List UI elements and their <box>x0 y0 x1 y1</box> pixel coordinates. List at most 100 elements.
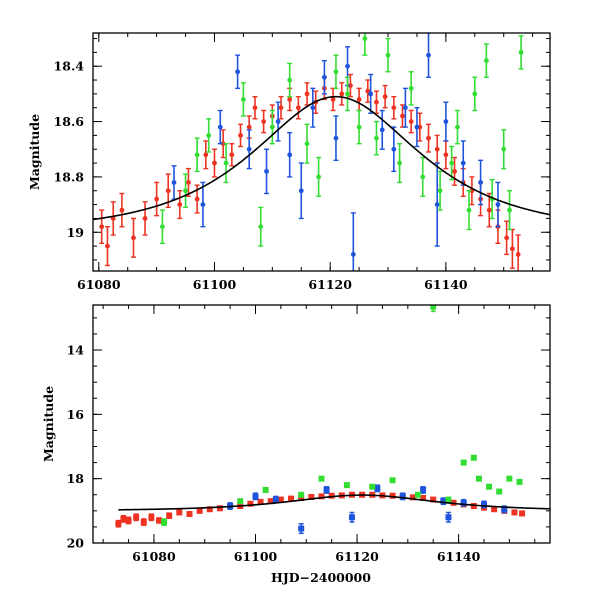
data-point <box>235 69 241 75</box>
data-point <box>318 493 325 500</box>
data-point <box>434 146 440 152</box>
data-point <box>516 478 523 485</box>
data-point <box>295 105 301 111</box>
data-point <box>203 152 209 158</box>
data-point <box>125 517 132 524</box>
data-point <box>278 105 284 111</box>
x-tick-label: 61140 <box>437 549 481 564</box>
data-point <box>495 202 501 207</box>
data-point <box>272 496 279 503</box>
data-point <box>483 58 489 64</box>
top-y-axis-label: Magnitude <box>27 114 42 190</box>
bottom-x-axis-label: HJD−2400000 <box>271 570 371 585</box>
data-point <box>399 493 406 500</box>
bottom-plot-area <box>115 305 550 535</box>
bottom-lightcurve-panel: 61080 61100 61120 61140 14 16 18 20 Magnitude H… <box>41 304 551 585</box>
data-point <box>391 105 397 111</box>
data-point <box>131 235 136 241</box>
data-point <box>491 506 498 513</box>
data-point <box>288 495 295 502</box>
y-tick-label: 18.8 <box>54 169 85 184</box>
y-tick-label: 18 <box>67 471 85 486</box>
data-point <box>316 174 322 180</box>
data-point <box>402 105 408 111</box>
data-point <box>140 519 147 526</box>
data-point <box>310 105 316 111</box>
data-point <box>206 132 212 138</box>
data-point <box>414 491 421 498</box>
data-point <box>452 168 457 174</box>
data-point <box>298 491 305 498</box>
data-point <box>321 74 327 80</box>
x-tick-label: 61080 <box>77 277 121 292</box>
data-point <box>430 305 437 310</box>
series-green <box>161 305 523 527</box>
data-point <box>176 509 183 516</box>
data-point <box>212 160 217 166</box>
data-point <box>408 119 414 124</box>
top-lightcurve-panel: 61080 61100 61120 61140 18.4 18.6 18.8 19 Magni… <box>27 32 551 292</box>
model-fit-curve <box>93 95 550 221</box>
x-tick-label: 61100 <box>234 549 278 564</box>
data-point <box>287 97 293 102</box>
data-point <box>519 510 526 517</box>
data-point <box>391 146 397 152</box>
data-point <box>165 188 171 194</box>
data-point <box>194 196 200 202</box>
data-point <box>389 477 396 484</box>
data-point <box>241 97 246 102</box>
x-tick-label: 61080 <box>132 549 176 564</box>
data-point <box>374 485 381 492</box>
data-point <box>252 493 259 500</box>
data-point <box>115 520 122 527</box>
data-point <box>333 135 339 141</box>
data-point <box>501 506 508 513</box>
data-point <box>434 202 440 207</box>
data-point <box>275 119 281 124</box>
data-point <box>426 135 431 141</box>
data-point <box>356 124 362 130</box>
data-point <box>437 188 443 194</box>
data-point <box>460 160 466 166</box>
data-point <box>247 500 254 507</box>
data-point <box>426 52 431 58</box>
data-point <box>420 494 427 501</box>
data-point <box>478 180 483 185</box>
data-point <box>348 83 353 88</box>
data-point <box>511 509 518 516</box>
data-point <box>287 77 293 83</box>
data-point <box>356 97 362 102</box>
y-tick-label: 18.4 <box>54 59 85 74</box>
data-point <box>470 503 477 510</box>
data-point <box>460 499 467 506</box>
data-point <box>443 152 449 158</box>
data-point <box>217 124 223 130</box>
data-point <box>475 475 482 482</box>
data-point <box>196 507 203 514</box>
data-point <box>343 482 350 489</box>
data-point <box>206 506 213 513</box>
y-tick-label: 18.6 <box>54 114 85 129</box>
x-tick-label: 61120 <box>335 549 379 564</box>
data-point <box>328 492 335 499</box>
top-axis-ticks: 61080 61100 61120 61140 18.4 18.6 18.8 19 <box>54 33 550 292</box>
data-point <box>148 514 155 521</box>
data-point <box>237 498 244 505</box>
data-point <box>252 105 258 111</box>
data-point <box>142 216 148 221</box>
data-point <box>368 91 374 97</box>
data-point <box>277 496 284 503</box>
data-point <box>472 91 478 97</box>
top-plot-area <box>93 33 550 271</box>
data-point <box>154 196 160 202</box>
data-point <box>409 494 416 501</box>
model-fit-curve <box>118 494 550 511</box>
data-point <box>177 202 183 207</box>
data-point <box>339 91 345 97</box>
data-point <box>362 36 368 41</box>
data-point <box>223 160 229 166</box>
data-point <box>304 141 310 147</box>
data-point <box>298 188 304 194</box>
bottom-plot-frame <box>92 304 551 544</box>
